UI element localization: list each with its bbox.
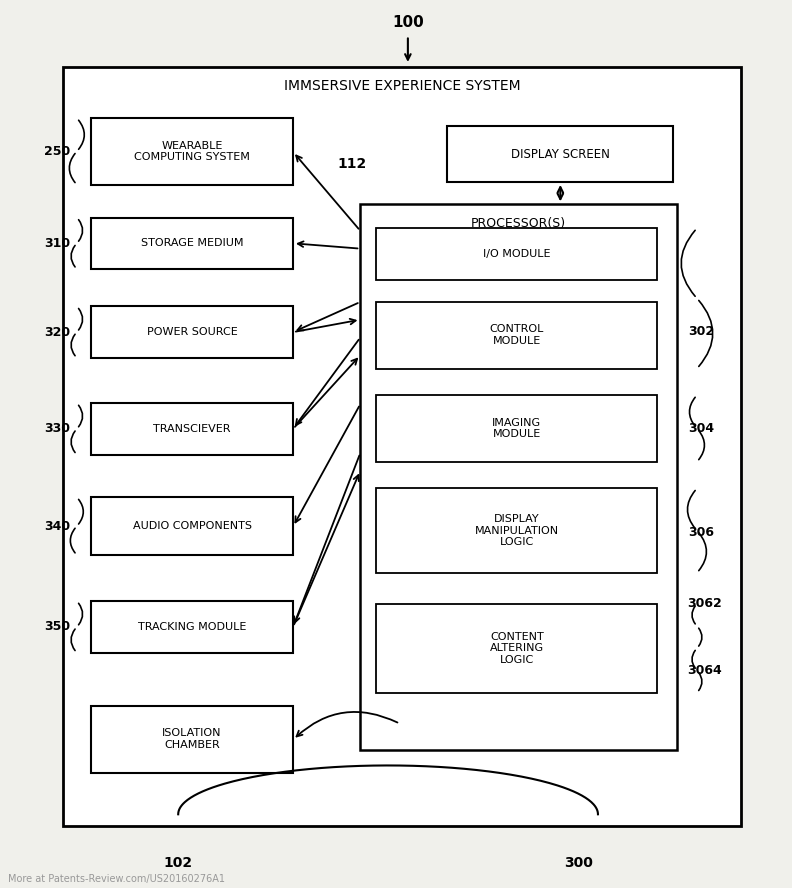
Text: STORAGE MEDIUM: STORAGE MEDIUM [141,238,243,249]
Text: WEARABLE
COMPUTING SYSTEM: WEARABLE COMPUTING SYSTEM [134,140,250,163]
Text: TRACKING MODULE: TRACKING MODULE [138,622,246,632]
Text: 306: 306 [688,527,714,539]
Bar [376,228,657,280]
Text: IMMSERSIVE EXPERIENCE SYSTEM: IMMSERSIVE EXPERIENCE SYSTEM [284,79,520,93]
Text: 320: 320 [44,326,70,338]
Bar [91,306,293,358]
Text: 100: 100 [392,15,424,29]
Text: 302: 302 [688,325,714,337]
Bar [376,302,657,369]
Text: 304: 304 [688,422,714,434]
Bar [63,67,741,826]
Bar [91,403,293,455]
Bar [376,604,657,693]
Text: 112: 112 [338,157,367,171]
Text: DISPLAY
MANIPULATION
LOGIC: DISPLAY MANIPULATION LOGIC [474,514,559,547]
Bar [376,395,657,462]
Bar [91,118,293,185]
Text: I/O MODULE: I/O MODULE [483,249,550,259]
Text: 250: 250 [44,145,70,158]
Text: CONTROL
MODULE: CONTROL MODULE [489,324,544,346]
Bar [376,488,657,573]
Bar [447,126,673,182]
Text: 3064: 3064 [687,664,722,677]
Text: 330: 330 [44,423,70,435]
Text: ISOLATION
CHAMBER: ISOLATION CHAMBER [162,728,222,750]
Text: 310: 310 [44,237,70,250]
Text: 350: 350 [44,621,70,633]
Bar [91,218,293,269]
Text: AUDIO COMPONENTS: AUDIO COMPONENTS [132,521,252,531]
Text: 300: 300 [564,856,592,870]
Text: POWER SOURCE: POWER SOURCE [147,327,238,337]
Text: 3062: 3062 [687,598,722,610]
Text: DISPLAY SCREEN: DISPLAY SCREEN [511,147,610,161]
Text: IMAGING
MODULE: IMAGING MODULE [492,417,542,440]
Text: More at Patents-Review.com/US20160276A1: More at Patents-Review.com/US20160276A1 [8,874,225,884]
Bar [360,204,677,750]
Text: 340: 340 [44,519,70,533]
Bar [91,497,293,555]
Text: TRANSCIEVER: TRANSCIEVER [154,424,230,434]
Text: 102: 102 [164,856,192,870]
Text: PROCESSOR(S): PROCESSOR(S) [471,218,566,230]
Text: CONTENT
ALTERING
LOGIC: CONTENT ALTERING LOGIC [489,631,544,665]
Bar [91,706,293,773]
Bar [91,601,293,653]
